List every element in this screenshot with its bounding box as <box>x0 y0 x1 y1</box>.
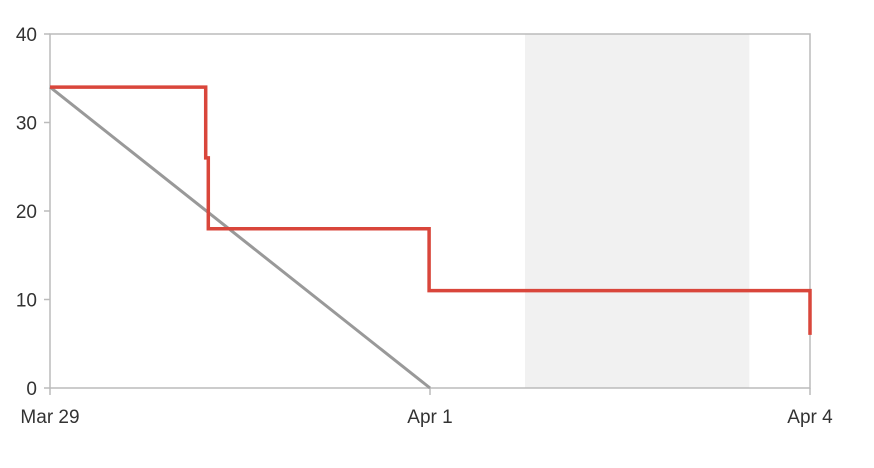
ideal-guideline <box>49 85 431 390</box>
x-tick-label: Apr 1 <box>407 407 452 428</box>
shaded-region <box>525 34 750 388</box>
x-tick-label: Mar 29 <box>20 407 79 428</box>
y-tick-label: 30 <box>16 114 37 135</box>
series-layer <box>49 85 812 390</box>
y-tick-label: 10 <box>16 291 37 312</box>
y-tick-label: 40 <box>16 25 37 46</box>
actual-remaining-line <box>50 85 812 335</box>
y-tick-label: 0 <box>26 379 37 400</box>
x-tick-label: Apr 4 <box>787 407 833 428</box>
y-tick-label: 20 <box>16 202 37 223</box>
axis-layer: 0 10 20 30 40 Mar 29 Apr 1 Apr 4 <box>16 25 833 428</box>
